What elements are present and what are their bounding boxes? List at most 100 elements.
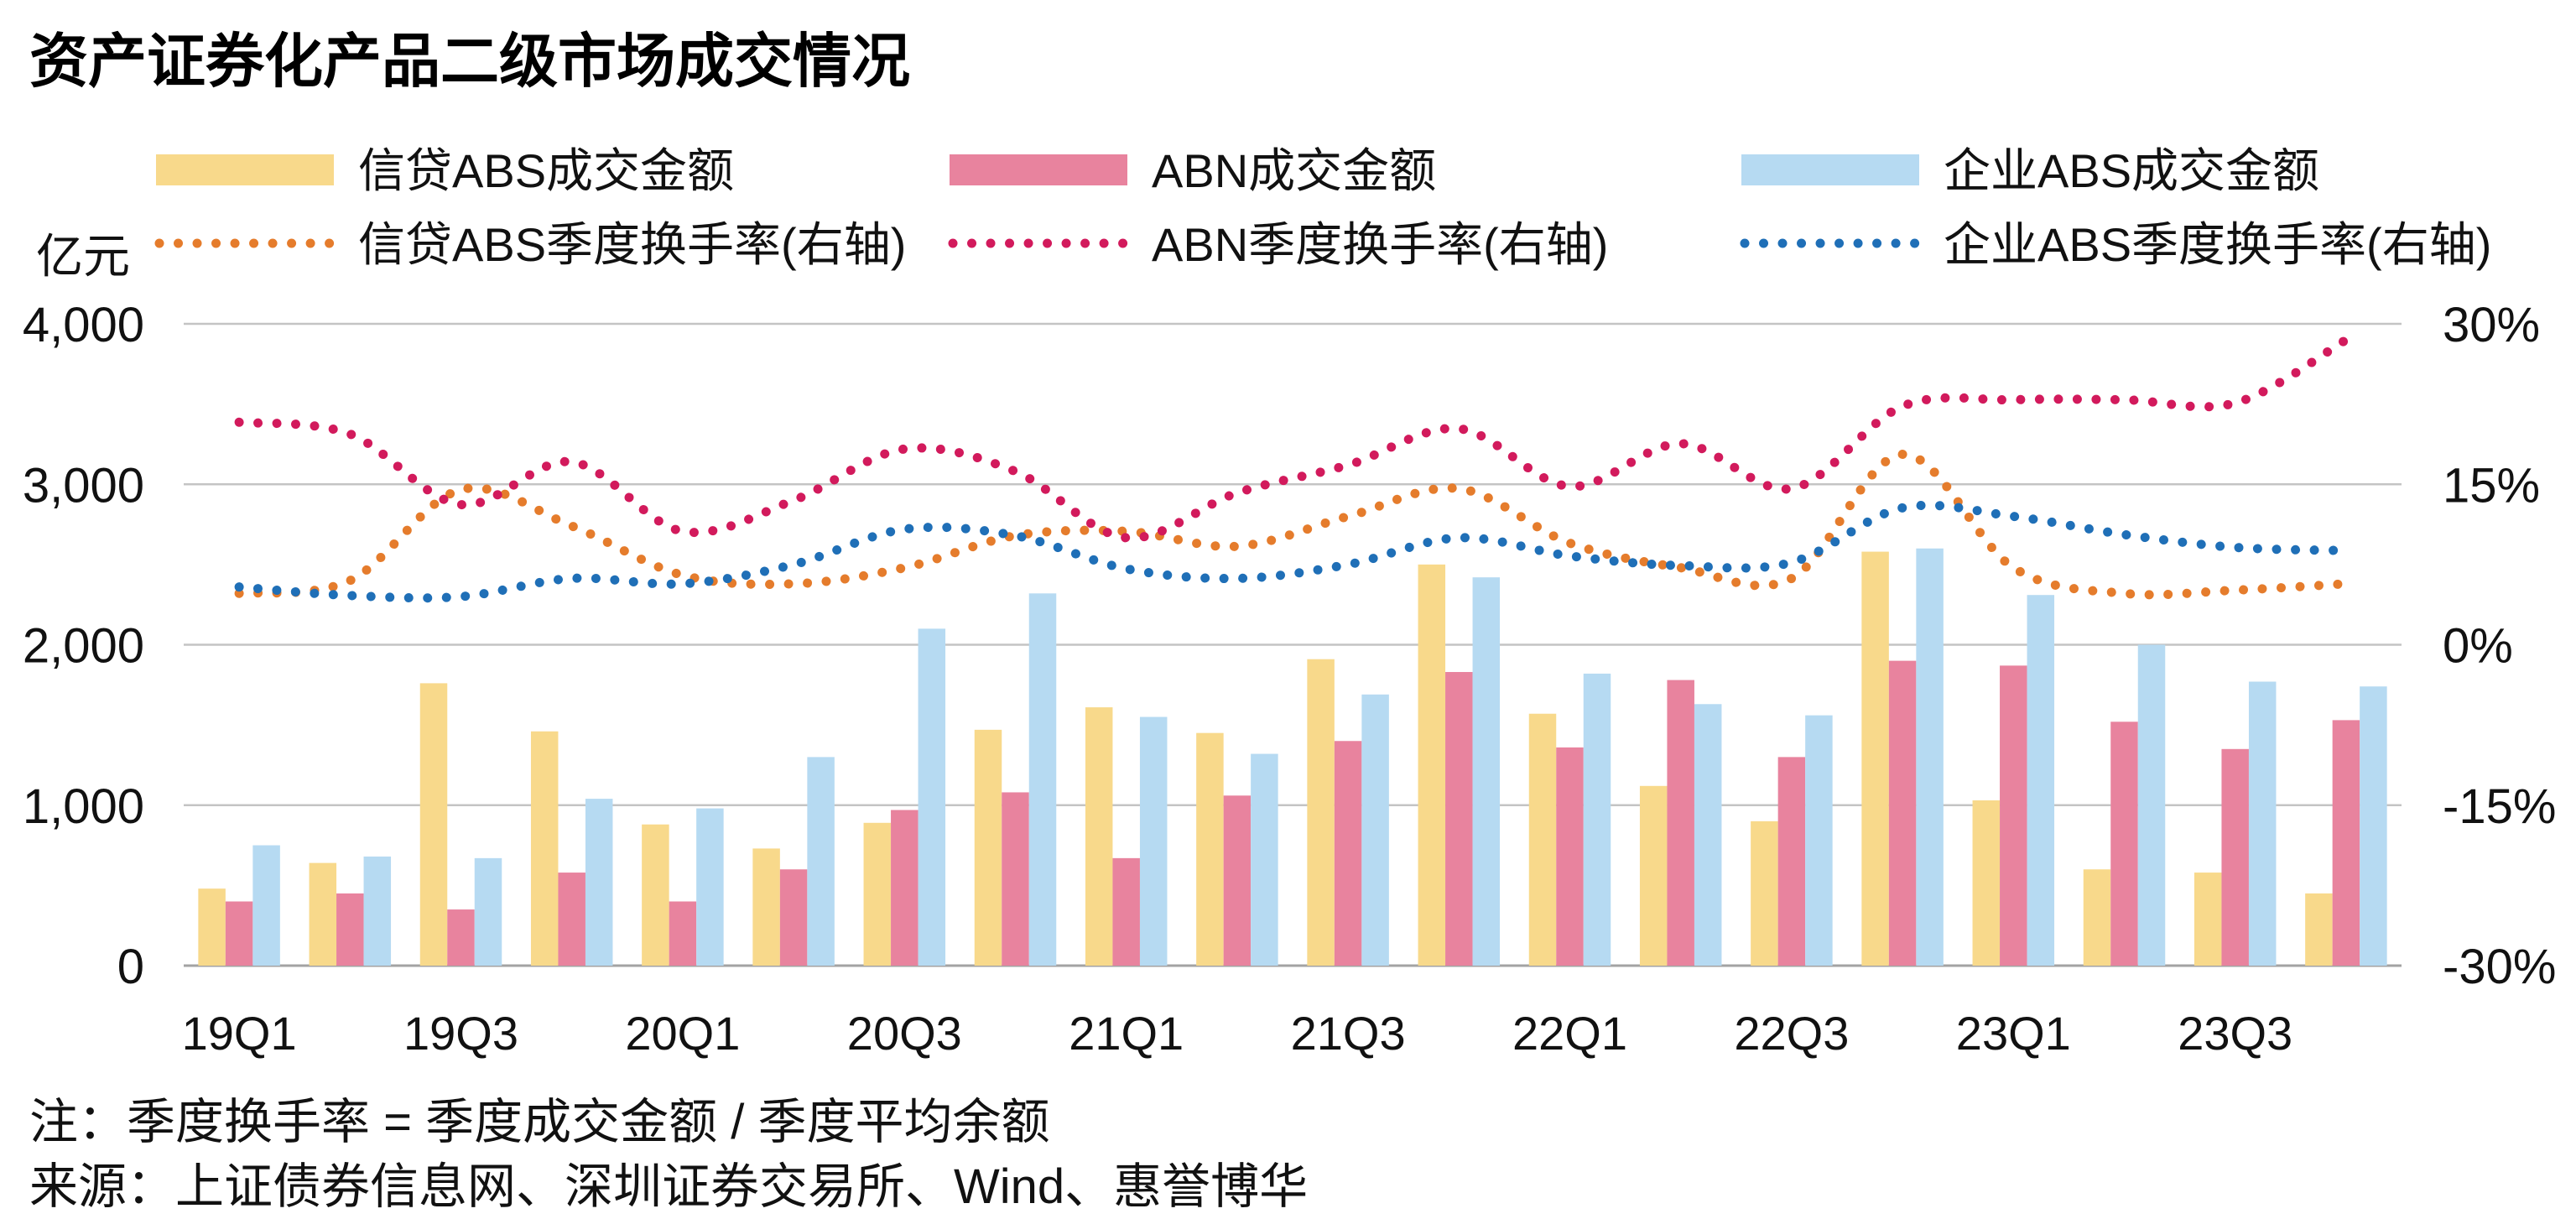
bar-abn-amount-6 [891, 810, 919, 966]
point-corporate-abs-turnover-0 [235, 582, 244, 591]
legend-swatch-abn-amount [950, 154, 1127, 185]
y-tick-label-right-3: 15% [2443, 458, 2540, 513]
x-axis-ticks: 19Q1 19Q3 20Q1 20Q3 21Q1 21Q3 22Q1 22Q3 23Q1 23Q3 [182, 1007, 2293, 1060]
y-tick-label-left-3: 3,000 [23, 458, 144, 513]
point-credit-abs-turnover-15 [1898, 450, 1907, 459]
bar-credit-abs-amount-10 [1307, 659, 1335, 966]
point-credit-abs-turnover-17 [2120, 589, 2129, 598]
bar-corporate-abs-amount-13 [1694, 704, 1722, 966]
bar-credit-abs-amount-17 [2083, 869, 2111, 966]
point-corporate-abs-turnover-10 [1344, 560, 1353, 569]
legend-label-abn-turnover: ABN季度换手率(右轴) [1152, 218, 1608, 271]
point-corporate-abs-turnover-1 [346, 591, 355, 600]
bar-corporate-abs-amount-3 [585, 799, 613, 966]
bar-abn-amount-12 [1556, 747, 1584, 966]
bar-corporate-abs-amount-11 [1472, 577, 1501, 966]
bar-corporate-abs-amount-12 [1583, 673, 1611, 966]
point-abn-turnover-11 [1455, 424, 1464, 433]
y-tick-label-right-2: 0% [2443, 619, 2513, 674]
legend-label-abn-amount: ABN成交金额 [1152, 144, 1436, 197]
bar-corporate-abs-amount-10 [1361, 694, 1389, 966]
bar-abn-amount-18 [2221, 748, 2249, 966]
point-credit-abs-turnover-6 [900, 563, 909, 572]
legend-swatch-corporate-abs-amount [1741, 154, 1919, 185]
x-tick-label-16: 23Q1 [1956, 1007, 2071, 1060]
point-credit-abs-turnover-9 [1232, 542, 1241, 551]
bar-abn-amount-7 [1002, 792, 1029, 966]
point-abn-turnover-17 [2120, 395, 2129, 404]
line-series-corporate-abs-turnover [234, 500, 2351, 603]
point-abn-turnover-7 [1011, 466, 1020, 476]
bar-corporate-abs-amount-6 [918, 628, 946, 966]
legend-label-credit-abs-turnover: 信贷ABS季度换手率(右轴) [358, 218, 906, 271]
point-credit-abs-turnover-2 [456, 485, 466, 494]
x-tick-label-10: 21Q3 [1291, 1007, 1406, 1060]
bar-credit-abs-amount-11 [1418, 564, 1446, 966]
y-tick-label-left-0: 0 [117, 940, 144, 994]
bar-abn-amount-14 [1777, 757, 1806, 966]
bar-abn-amount-11 [1445, 672, 1473, 966]
bar-marks [198, 548, 2387, 966]
bar-abn-amount-3 [558, 873, 585, 966]
y-tick-label-right-1: -15% [2443, 779, 2556, 834]
y-tick-label-left-4: 4,000 [23, 298, 144, 352]
point-corporate-abs-turnover-9 [1232, 574, 1241, 583]
bar-abn-amount-17 [2110, 722, 2138, 966]
bar-credit-abs-amount-3 [530, 731, 559, 966]
y-axis-right-ticks: -30% -15% 0% 15% 30% [2443, 298, 2556, 994]
point-credit-abs-turnover-1 [346, 576, 355, 586]
bar-abn-amount-1 [336, 893, 364, 966]
bar-corporate-abs-amount-4 [696, 808, 724, 966]
bar-abn-amount-0 [225, 901, 253, 966]
point-corporate-abs-turnover-4 [678, 579, 687, 588]
legend-item-credit-abs-amount: 信贷ABS成交金额 [156, 144, 734, 197]
bar-abn-amount-16 [2000, 665, 2027, 966]
bar-corporate-abs-amount-19 [2360, 686, 2387, 966]
bar-series-abn-amount [225, 660, 2360, 966]
point-corporate-abs-turnover-5 [789, 560, 799, 569]
bar-credit-abs-amount-4 [642, 824, 669, 966]
y-tick-label-right-0: -30% [2443, 940, 2556, 994]
line-series-abn-turnover [234, 335, 2351, 543]
x-tick-label-0: 19Q1 [182, 1007, 297, 1060]
bar-corporate-abs-amount-18 [2248, 681, 2277, 966]
bar-corporate-abs-amount-5 [807, 757, 835, 966]
bar-abn-amount-9 [1223, 795, 1252, 966]
legend-item-credit-abs-turnover: 信贷ABS季度换手率(右轴) [154, 218, 906, 271]
legend-item-abn-turnover: ABN季度换手率(右轴) [948, 218, 1608, 271]
point-credit-abs-turnover-12 [1565, 539, 1574, 548]
point-abn-turnover-6 [900, 445, 909, 454]
bar-credit-abs-amount-12 [1528, 713, 1557, 966]
bar-credit-abs-amount-14 [1751, 820, 1778, 966]
point-corporate-abs-turnover-6 [900, 524, 909, 534]
point-corporate-abs-turnover-13 [1676, 561, 1685, 570]
point-corporate-abs-turnover-3 [567, 574, 576, 583]
point-abn-turnover-0 [235, 418, 244, 427]
bar-credit-abs-amount-9 [1196, 732, 1224, 966]
bar-credit-abs-amount-15 [1861, 551, 1889, 966]
line-abn-turnover [234, 335, 2351, 543]
bar-corporate-abs-amount-17 [2137, 644, 2166, 966]
bar-corporate-abs-amount-8 [1139, 716, 1168, 966]
bar-credit-abs-amount-16 [1972, 800, 2001, 966]
point-abn-turnover-4 [678, 527, 687, 536]
legend-swatch-credit-abs-amount [156, 154, 334, 185]
bar-abn-amount-5 [779, 869, 808, 966]
point-abn-turnover-5 [789, 496, 799, 505]
point-credit-abs-turnover-11 [1455, 484, 1464, 493]
point-corporate-abs-turnover-18 [2230, 543, 2240, 552]
point-credit-abs-turnover-10 [1344, 512, 1353, 521]
legend-label-corporate-abs-turnover: 企业ABS季度换手率(右轴) [1944, 218, 2491, 271]
point-abn-turnover-14 [1787, 484, 1796, 493]
bar-credit-abs-amount-1 [309, 862, 337, 966]
point-abn-turnover-12 [1565, 482, 1574, 491]
bar-corporate-abs-amount-2 [474, 857, 502, 966]
line-marks [234, 335, 2351, 603]
line-series-credit-abs-turnover [234, 450, 2351, 600]
x-tick-label-4: 20Q1 [625, 1007, 740, 1060]
point-abn-turnover-19 [2341, 336, 2350, 345]
point-abn-turnover-1 [346, 430, 355, 439]
bar-credit-abs-amount-7 [974, 729, 1002, 966]
legend-item-corporate-abs-turnover: 企业ABS季度换手率(右轴) [1740, 218, 2491, 271]
